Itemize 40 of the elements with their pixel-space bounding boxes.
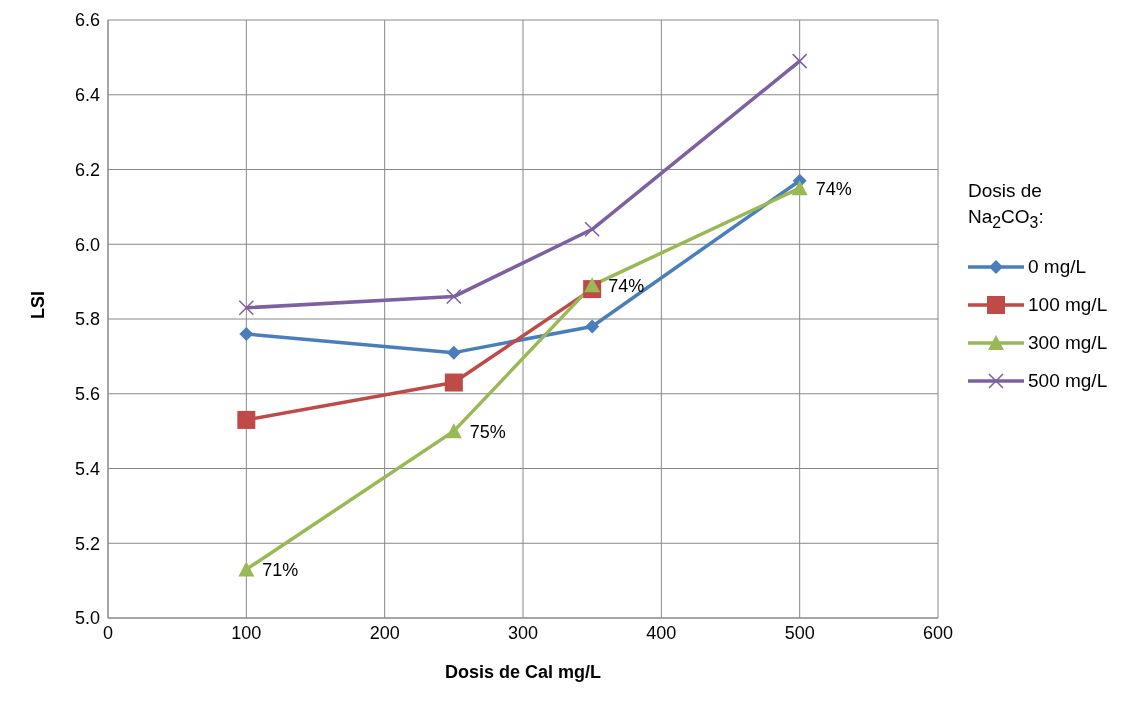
y-tick-label: 6.6 [74, 10, 100, 31]
point [791, 53, 808, 69]
point [585, 319, 600, 334]
point [238, 300, 255, 316]
x-tick-label: 300 [507, 622, 539, 643]
y-tick-label: 5.4 [74, 458, 100, 479]
y-tick-label: 6.0 [74, 234, 100, 255]
legend-title: Dosis de Na$_{2}$CO$_{3}$: [968, 179, 1045, 233]
point [238, 561, 255, 577]
legend-label: 0 mg/L [1028, 255, 1087, 278]
y-tick-label: 5.2 [74, 533, 100, 554]
y-tick-label: 6.4 [74, 85, 100, 106]
point [446, 288, 462, 305]
x-tick-label: 100 [231, 622, 262, 643]
annotation: 71% [262, 559, 299, 580]
legend-label: 300 mg/L [1028, 331, 1108, 354]
point [239, 326, 254, 341]
point [446, 345, 461, 360]
y-tick-label: 5.0 [74, 608, 100, 629]
y-tick-label: 5.6 [74, 384, 100, 405]
point [791, 180, 808, 196]
y-tick-label: 6.2 [74, 159, 100, 180]
x-tick-label: 400 [646, 622, 677, 643]
annotation: 74% [815, 178, 852, 199]
point [237, 410, 256, 429]
x-axis-title: Dosis de Cal mg/L [444, 662, 602, 682]
x-tick-label: 0 [102, 622, 114, 643]
annotation: 74% [608, 275, 645, 296]
x-tick-label: 600 [922, 622, 954, 643]
legend-label: 100 mg/L [1028, 293, 1108, 316]
y-axis-title: LSI [28, 290, 49, 319]
point [444, 373, 463, 392]
point [584, 277, 601, 293]
legend-label: 500 mg/L [1028, 369, 1108, 392]
point [584, 221, 600, 238]
y-tick-label: 5.8 [74, 309, 100, 330]
annotation: 75% [469, 421, 506, 442]
point [445, 423, 462, 439]
x-tick-label: 200 [369, 622, 400, 643]
x-tick-label: 500 [784, 622, 815, 643]
